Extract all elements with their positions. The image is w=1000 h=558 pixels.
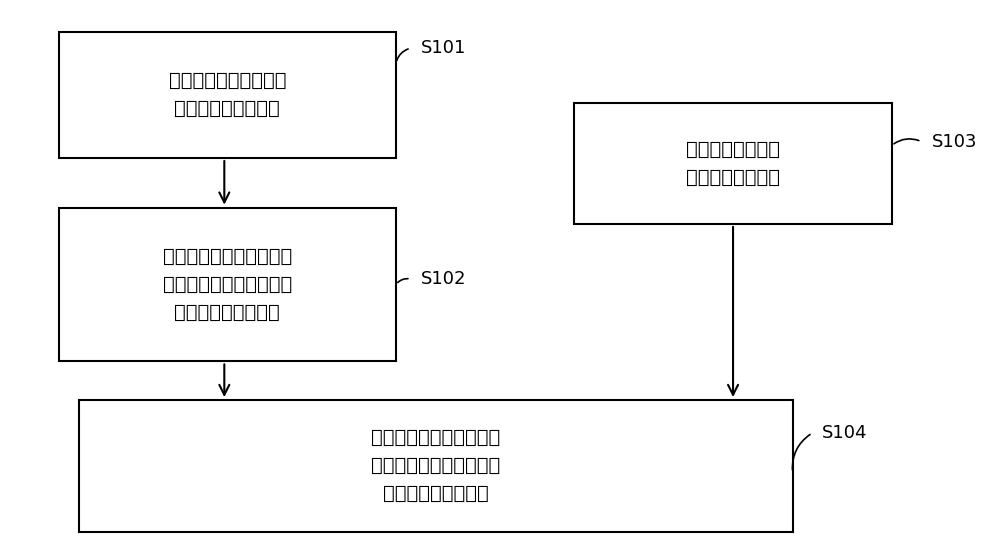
- Text: 设置输出期望寄存
器，得到期望结果: 设置输出期望寄存 器，得到期望结果: [686, 140, 780, 187]
- Text: 将加密结果与期望结果进
行比较，如不相等，则检
测到时钟异常并报警: 将加密结果与期望结果进 行比较，如不相等，则检 测到时钟异常并报警: [371, 429, 500, 503]
- Text: S102: S102: [421, 270, 466, 288]
- Bar: [59, 32, 396, 158]
- Bar: [574, 103, 892, 224]
- Text: S104: S104: [822, 424, 868, 442]
- Text: 设置输入明文寄存器的
明文，进行轮数选择: 设置输入明文寄存器的 明文，进行轮数选择: [169, 71, 286, 118]
- Text: S101: S101: [421, 39, 466, 57]
- Bar: [59, 208, 396, 362]
- Text: S103: S103: [931, 133, 977, 151]
- Bar: [79, 400, 793, 532]
- Text: 通过单轮对称算法引擎按
照轮数对明文进行若干轮
加密，得到加密结果: 通过单轮对称算法引擎按 照轮数对明文进行若干轮 加密，得到加密结果: [163, 247, 292, 322]
